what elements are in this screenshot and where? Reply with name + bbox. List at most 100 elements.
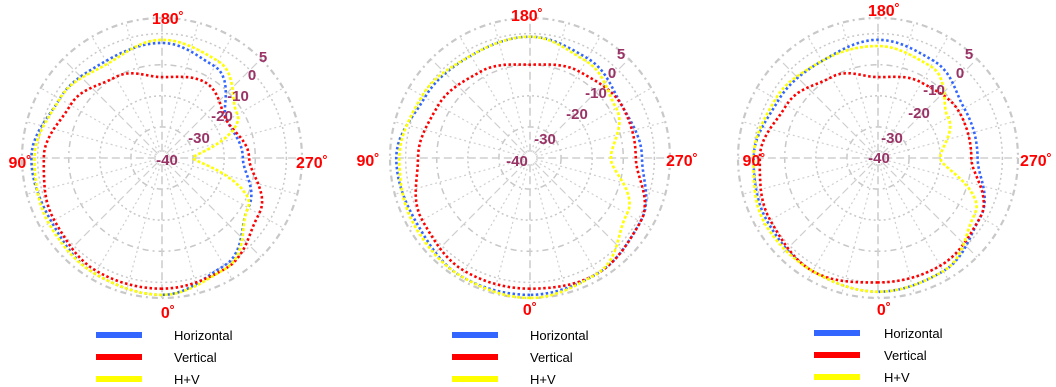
chart1-grid-spoke bbox=[40, 87, 157, 156]
chart1-grid-spoke bbox=[164, 36, 233, 153]
chart2-grid-spoke bbox=[408, 160, 525, 229]
chart2-grid-spoke bbox=[533, 58, 630, 155]
chart3-angle-label-top: 180˚ bbox=[868, 3, 900, 20]
chart3-grid-ring bbox=[815, 95, 941, 221]
chart2-legend-label: H+V bbox=[530, 372, 556, 387]
chart2-grid-ring bbox=[404, 32, 656, 284]
chart1-grid-spoke bbox=[125, 163, 161, 294]
chart2-grid-ring bbox=[467, 95, 593, 221]
chart3-series-h-v bbox=[752, 44, 979, 294]
chart2-legend-swatch bbox=[452, 332, 498, 338]
chart1-grid-spoke bbox=[91, 163, 160, 280]
chart3-grid bbox=[736, 16, 1020, 300]
chart2-ring-label: -10 bbox=[585, 85, 607, 102]
chart3-ring-label: -10 bbox=[923, 82, 945, 99]
chart3-grid-spoke bbox=[879, 22, 915, 153]
chart2-grid-spoke bbox=[532, 163, 601, 280]
chart1-grid-spoke bbox=[167, 121, 298, 157]
chart1-angle-label-left: 90˚ bbox=[8, 155, 31, 172]
chart2-ring-label: 5 bbox=[617, 46, 625, 63]
polar-chart-2-svg: 50-10 -20 -30 -40 180˚ 90˚ 270˚ 0˚ Horizontal Ver… bbox=[356, 8, 698, 387]
chart3-grid-spoke bbox=[756, 87, 873, 156]
chart2-grid-spoke bbox=[408, 87, 525, 156]
chart2-angle-label-top: 180˚ bbox=[511, 8, 543, 25]
chart1-grid-spoke bbox=[62, 161, 159, 258]
chart2-ring-label: -40 bbox=[506, 153, 528, 170]
chart2-legend-label: Vertical bbox=[530, 350, 573, 365]
chart3-grid-spoke bbox=[778, 161, 875, 258]
chart2-grid-spoke bbox=[535, 121, 666, 157]
chart2-legend-swatch bbox=[452, 354, 498, 360]
chart3-angle-label-right: 270˚ bbox=[1020, 153, 1052, 170]
chart1-grid-spoke bbox=[163, 163, 199, 294]
chart1-legend-swatch bbox=[96, 376, 142, 382]
chart2-legend-label: Horizontal bbox=[530, 328, 589, 343]
chart1-angle-label-right: 270˚ bbox=[296, 155, 328, 172]
chart2-grid-spoke bbox=[532, 36, 601, 153]
chart3-grid-spoke bbox=[841, 22, 877, 153]
chart2-angle-label-left: 90˚ bbox=[356, 153, 379, 170]
chart2-grid-spoke bbox=[493, 22, 529, 153]
chart2-angle-label-right: 270˚ bbox=[666, 153, 698, 170]
chart1-legend-swatch bbox=[96, 332, 142, 338]
chart2-ring-label: -20 bbox=[566, 106, 588, 123]
chart2-grid-spoke bbox=[430, 58, 527, 155]
chart3-legend: Horizontal Vertical H+V bbox=[814, 326, 943, 385]
chart1-grid-spoke bbox=[167, 160, 284, 229]
chart1-grid-spoke bbox=[125, 22, 161, 153]
chart2-angle-label-bottom: 0˚ bbox=[523, 302, 537, 319]
chart3-legend-label: Vertical bbox=[884, 348, 927, 363]
chart1-grid-spoke bbox=[91, 36, 160, 153]
chart3-series-vertical bbox=[758, 72, 986, 284]
chart3-grid-spoke bbox=[881, 58, 978, 155]
polar-chart-3-svg: 50 -10 -20 -30 -40 180˚ 90˚ 270˚ 0˚ Horizontal Ver… bbox=[736, 3, 1052, 385]
chart3-grid-spoke bbox=[879, 163, 915, 294]
chart2-ring-label: 0 bbox=[608, 65, 616, 82]
chart3-legend-swatch bbox=[814, 352, 860, 358]
chart3-grid-spoke bbox=[807, 36, 876, 153]
chart1-series-vertical bbox=[42, 72, 264, 291]
polar-chart-1-svg: 50 -10 -20-30 -40 180˚ 90˚ 270˚ 0˚ Horizontal Ver… bbox=[8, 11, 328, 387]
chart3-legend-label: Horizontal bbox=[884, 326, 943, 341]
chart2-grid-spoke bbox=[459, 36, 528, 153]
chart1-grid-spoke bbox=[164, 163, 233, 280]
chart1-ring-label: -20 bbox=[211, 108, 233, 125]
chart1-grid-spoke bbox=[167, 87, 284, 156]
chart1-legend-label: Horizontal bbox=[174, 328, 233, 343]
chart1-angle-label-top: 180˚ bbox=[152, 11, 184, 28]
chart1-legend: Horizontal Vertical H+V bbox=[96, 328, 233, 387]
chart1-series-h-v bbox=[33, 38, 251, 297]
chart1-series-horizontal bbox=[29, 41, 253, 297]
chart2-grid-spoke bbox=[459, 163, 528, 280]
chart3-angle-label-bottom: 0˚ bbox=[877, 302, 891, 319]
polar-chart-1: 5 0 -10 -20 -30 -40 180˚ 90˚ 270˚ 0˚ Horizontal Ver… bbox=[0, 0, 352, 387]
chart1-ring-label: -10 bbox=[227, 88, 249, 105]
chart2-grid bbox=[388, 16, 672, 300]
polar-chart-2: 5 0 -10 -20 -30 -40 180˚ 90˚ 270˚ 0˚ Horizontal Ver… bbox=[352, 0, 704, 387]
chart2-grid-spoke bbox=[533, 161, 630, 258]
chart1-grid-spoke bbox=[167, 159, 298, 195]
chart3-ring-label: -30 bbox=[881, 130, 903, 147]
chart3-legend-label: H+V bbox=[884, 370, 910, 385]
chart1-grid-spoke bbox=[165, 161, 262, 258]
chart1-legend-label: Vertical bbox=[174, 350, 217, 365]
chart2-grid-spoke bbox=[430, 161, 527, 258]
chart1-grid bbox=[20, 16, 304, 300]
chart1-ring-label: 0 bbox=[248, 67, 256, 84]
chart2-grid-spoke bbox=[535, 87, 652, 156]
chart3-ring-label: -40 bbox=[868, 150, 890, 167]
chart1-grid-spoke bbox=[163, 22, 199, 153]
chart1-ring-label: -40 bbox=[156, 152, 178, 169]
chart3-grid-spoke bbox=[880, 163, 949, 280]
chart1-ring-label: -30 bbox=[188, 130, 210, 147]
chart3-grid-spoke bbox=[883, 160, 1000, 229]
chart1-ring-label: 5 bbox=[259, 49, 267, 66]
chart1-grid-spoke bbox=[62, 58, 159, 155]
chart2-series-h-v bbox=[397, 35, 631, 300]
chart3-grid-spoke bbox=[880, 36, 949, 153]
chart3-ring-label: 5 bbox=[965, 46, 973, 63]
chart1-grid-ring bbox=[36, 32, 288, 284]
chart2-grid-spoke bbox=[531, 163, 567, 294]
chart2-ring-label: -30 bbox=[534, 131, 556, 148]
chart3-grid-spoke bbox=[841, 163, 877, 294]
